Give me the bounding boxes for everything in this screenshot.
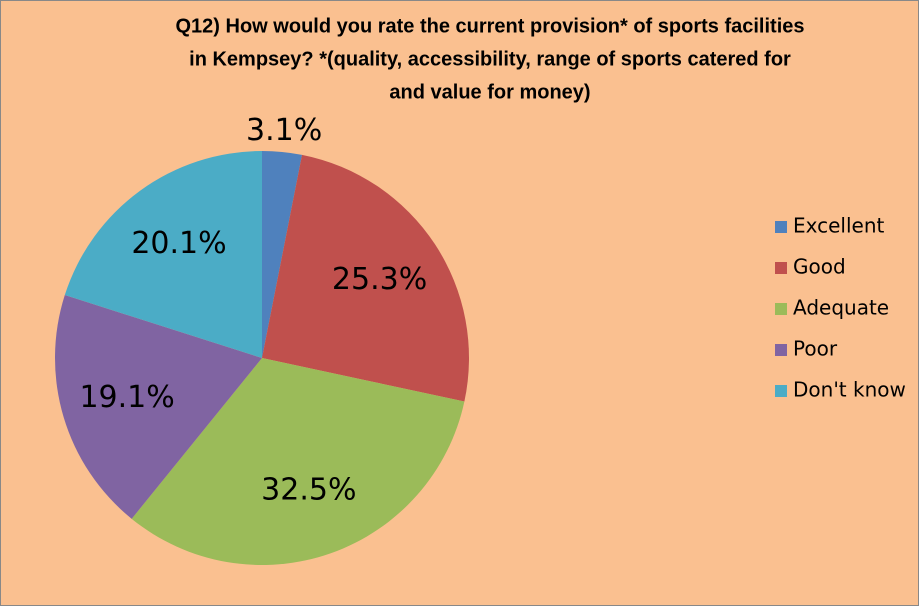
pie-slice	[262, 151, 303, 358]
legend-swatch	[775, 221, 787, 233]
legend-swatch	[775, 303, 787, 315]
legend-label: Excellent	[793, 214, 885, 238]
data-label: 20.1%	[131, 226, 226, 261]
legend-swatch	[775, 385, 787, 397]
chart-title: Q12) How would you rate the current prov…	[176, 15, 805, 37]
chart-title: in Kempsey? *(quality, accessibility, ra…	[189, 48, 791, 70]
chart-title: and value for money)	[389, 81, 590, 103]
data-label: 3.1%	[246, 113, 322, 148]
legend-swatch	[775, 344, 787, 356]
legend-swatch	[775, 262, 787, 274]
data-label: 32.5%	[261, 472, 356, 507]
legend-label: Adequate	[793, 296, 889, 320]
data-label: 19.1%	[79, 380, 174, 415]
legend-label: Don't know	[793, 378, 906, 402]
pie-slice	[131, 358, 465, 565]
pie-slice	[64, 151, 262, 358]
legend-label: Poor	[793, 337, 838, 361]
pie-slice	[262, 154, 469, 402]
pie-slice	[54, 295, 263, 519]
data-label: 25.3%	[332, 262, 427, 297]
legend-label: Good	[793, 255, 846, 279]
